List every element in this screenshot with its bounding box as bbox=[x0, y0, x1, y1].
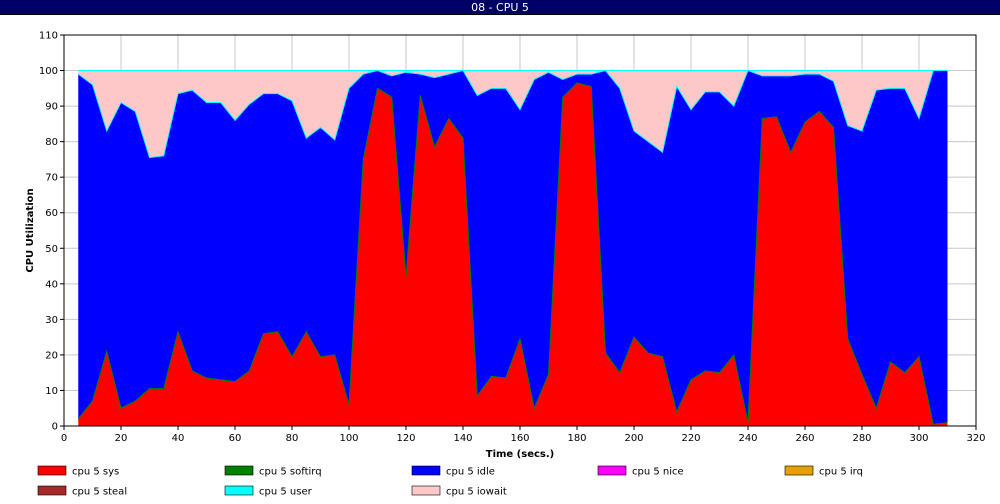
legend-swatch bbox=[784, 465, 814, 476]
area-cpu-5-iowait bbox=[78, 70, 948, 158]
x-tick-label: 260 bbox=[795, 433, 814, 444]
stacked-areas bbox=[78, 70, 948, 427]
legend-swatch bbox=[411, 485, 441, 496]
y-tick-label: 100 bbox=[39, 66, 58, 77]
legend-item-cpu-5-nice: cpu 5 nice bbox=[597, 465, 684, 478]
y-tick-label: 30 bbox=[45, 315, 58, 326]
y-tick-label: 90 bbox=[45, 102, 58, 113]
legend: cpu 5 sys cpu 5 softirq cpu 5 idle cpu 5 ni… bbox=[37, 465, 863, 498]
x-tick-label: 120 bbox=[396, 433, 415, 444]
legend-swatch bbox=[597, 465, 627, 476]
x-tick-label: 40 bbox=[172, 433, 185, 444]
x-tick-label: 220 bbox=[681, 433, 700, 444]
y-axis-title: CPU Utilization bbox=[25, 188, 36, 272]
x-tick-label: 300 bbox=[909, 433, 928, 444]
y-tick-label: 70 bbox=[45, 173, 58, 184]
y-tick-label: 110 bbox=[39, 31, 58, 42]
legend-item-cpu-5-irq: cpu 5 irq bbox=[784, 465, 863, 478]
x-tick-label: 80 bbox=[286, 433, 299, 444]
legend-label: cpu 5 iowait bbox=[446, 487, 507, 498]
line-cpu-5-sys bbox=[77, 82, 948, 425]
x-tick-label: 140 bbox=[453, 433, 472, 444]
legend-label: cpu 5 nice bbox=[632, 467, 684, 478]
y-tick-label: 40 bbox=[45, 279, 58, 290]
y-tick-label: 80 bbox=[45, 137, 58, 148]
x-tick-label: 60 bbox=[229, 433, 242, 444]
legend-item-cpu-5-idle: cpu 5 idle bbox=[411, 465, 495, 478]
legend-label: cpu 5 idle bbox=[446, 467, 495, 478]
legend-label: cpu 5 irq bbox=[819, 467, 863, 478]
legend-item-cpu-5-iowait: cpu 5 iowait bbox=[411, 485, 507, 498]
x-tick-label: 0 bbox=[61, 433, 67, 444]
x-tick-label: 240 bbox=[738, 433, 757, 444]
x-tick-label: 320 bbox=[966, 433, 985, 444]
series-lines bbox=[77, 69, 948, 425]
area-cpu-5-idle bbox=[78, 70, 948, 425]
y-tick-label: 20 bbox=[45, 350, 58, 361]
legend-swatch bbox=[37, 485, 67, 496]
legend-label: cpu 5 sys bbox=[72, 467, 119, 478]
legend-item-cpu-5-user: cpu 5 user bbox=[224, 485, 313, 498]
x-tick-label: 100 bbox=[339, 433, 358, 444]
x-tick-label: 20 bbox=[115, 433, 128, 444]
x-axis-ticks: 0 20 40 60 80 100 120 140 160 180 200 220 240 260 280 3… bbox=[61, 426, 986, 444]
y-tick-label: 10 bbox=[45, 386, 58, 397]
legend-swatch bbox=[224, 485, 254, 496]
legend-label: cpu 5 softirq bbox=[259, 467, 322, 478]
window-title: 08 - CPU 5 bbox=[0, 0, 1000, 15]
line-cpu-5-idle bbox=[77, 69, 948, 159]
legend-item-cpu-5-sys: cpu 5 sys bbox=[37, 465, 119, 478]
x-tick-label: 160 bbox=[510, 433, 529, 444]
x-axis-title: Time (secs.) bbox=[486, 449, 555, 460]
legend-swatch bbox=[37, 465, 67, 476]
legend-label: cpu 5 steal bbox=[72, 487, 127, 498]
legend-label: cpu 5 user bbox=[259, 487, 313, 498]
y-tick-label: 50 bbox=[45, 244, 58, 255]
x-tick-label: 280 bbox=[852, 433, 871, 444]
legend-item-cpu-5-softirq: cpu 5 softirq bbox=[224, 465, 322, 478]
area-cpu-5-sys bbox=[78, 82, 948, 427]
y-axis-ticks: 0 10 20 30 40 50 60 70 80 90 100 110 bbox=[39, 31, 64, 433]
y-tick-label: 0 bbox=[52, 422, 58, 433]
y-tick-label: 60 bbox=[45, 208, 58, 219]
legend-swatch bbox=[411, 465, 441, 476]
legend-swatch bbox=[224, 465, 254, 476]
x-tick-label: 180 bbox=[567, 433, 586, 444]
x-tick-label: 200 bbox=[624, 433, 643, 444]
legend-item-cpu-5-steal: cpu 5 steal bbox=[37, 485, 127, 498]
